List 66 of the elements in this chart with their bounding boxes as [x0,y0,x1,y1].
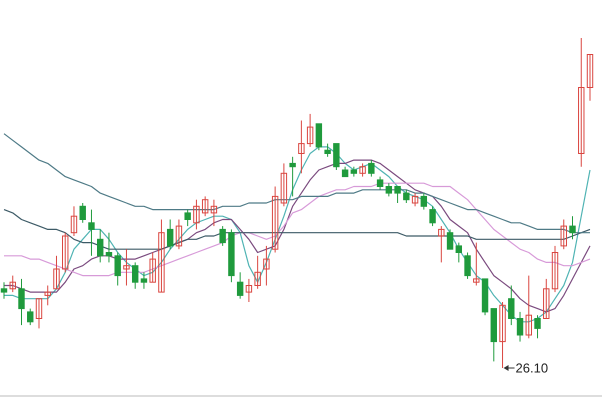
candlestick [552,245,558,293]
candlestick [114,252,121,286]
candlestick [316,123,322,151]
candlestick [97,228,104,263]
candlestick [499,302,506,368]
candlestick [516,311,524,342]
candlestick [176,219,182,250]
candlestick [88,209,95,256]
candlestick [36,298,42,329]
candlestick [193,199,200,230]
candlestick [456,242,462,263]
candlestick [280,162,288,207]
candlestick [394,186,401,204]
candlestick [438,226,445,263]
candlestick [306,113,314,148]
candlestick [44,285,51,306]
candlestick [70,206,78,236]
candlestick [166,219,174,250]
candlestick [586,54,594,102]
candlestick [324,143,331,158]
candlestick [359,162,366,178]
candlestick [526,275,532,339]
candlestick [10,275,16,293]
candlestick [578,38,584,168]
candlestick [18,278,25,326]
candlestick [184,209,191,227]
candlestick [508,285,514,326]
candlestick [254,255,261,290]
candlestick [0,282,8,300]
candlestick [298,120,305,174]
candlestick [158,219,165,293]
candlestick [543,278,550,319]
candlestick [342,166,348,178]
candlestick [446,228,454,250]
candlestick [80,202,86,224]
candlestick [272,186,278,253]
candlestick [53,255,60,290]
candlestick [246,278,252,302]
candlestick [333,143,340,170]
candlestick [403,189,410,204]
candlestick [350,166,358,178]
candlestick [569,216,576,240]
candlestick [420,192,428,210]
candlestick [149,252,156,283]
candlestick [289,156,296,197]
candlestick [368,160,375,178]
candlestick [386,182,392,197]
candlestick [132,262,138,290]
candlestick [202,196,208,217]
candlestick [123,248,130,286]
candlestick [412,192,418,207]
candlestick [27,308,34,326]
candlestick [263,245,270,286]
candlestick [464,252,471,280]
candlestick [376,176,384,190]
candlestick [210,199,218,227]
candlestick [429,206,436,227]
annotation: 26.10 [516,360,548,376]
candlestick [236,272,244,300]
candlestick [473,242,480,286]
candlestick [62,232,68,273]
candlestick [140,272,148,290]
candlestick [106,232,112,263]
candlestick [560,219,567,250]
candlestick [534,314,541,339]
candlestick [219,226,226,246]
